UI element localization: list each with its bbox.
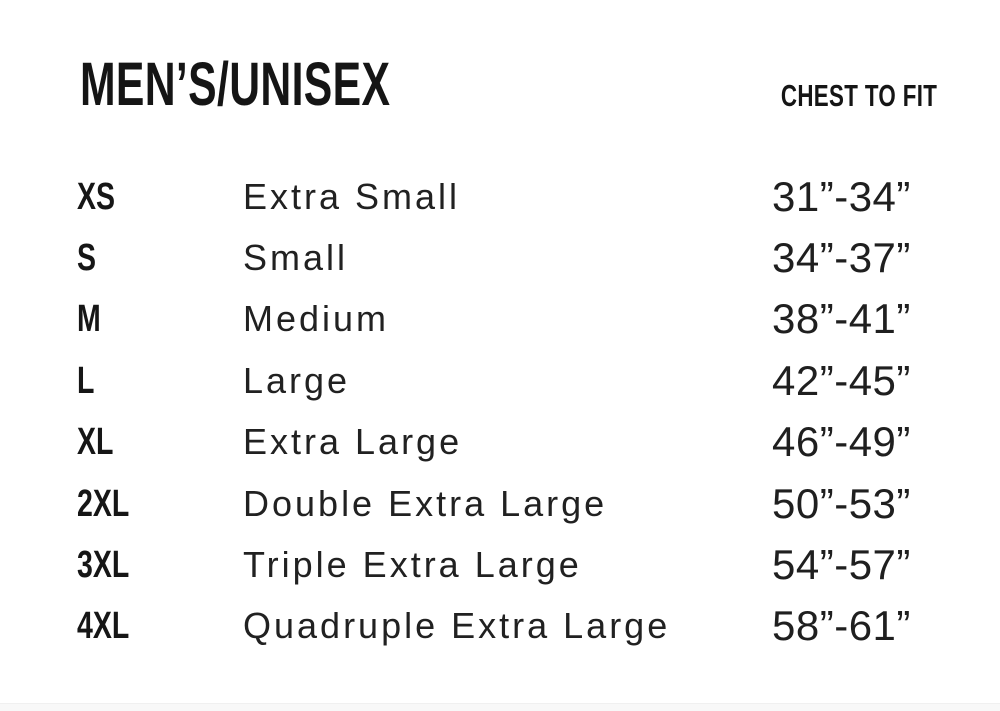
size-chart-header: MEN’S/UNISEX CHEST TO FIT xyxy=(0,0,1000,166)
chest-range: 31”-34” xyxy=(772,172,911,220)
size-code: S xyxy=(77,237,97,280)
size-code: XL xyxy=(77,421,114,464)
size-code: L xyxy=(77,359,95,402)
size-code: M xyxy=(77,298,101,341)
size-name: Extra Large xyxy=(243,421,463,463)
table-row-m: M Medium 38”-41” xyxy=(0,289,1000,350)
size-code: XS xyxy=(77,175,116,218)
chest-range: 46”-49” xyxy=(772,418,911,466)
table-row-xs: XS Extra Small 31”-34” xyxy=(0,166,1000,227)
size-code: 4XL xyxy=(77,605,130,648)
chest-range: 42”-45” xyxy=(772,356,911,404)
size-name: Small xyxy=(243,237,349,279)
chest-range: 38”-41” xyxy=(772,295,911,343)
table-row-4xl: 4XL Quadruple Extra Large 58”-61” xyxy=(0,596,1000,657)
size-code: 3XL xyxy=(77,544,130,587)
size-name: Medium xyxy=(243,298,390,340)
size-name: Quadruple Extra Large xyxy=(243,605,671,647)
table-row-xl: XL Extra Large 46”-49” xyxy=(0,412,1000,473)
table-row-2xl: 2XL Double Extra Large 50”-53” xyxy=(0,473,1000,534)
size-name: Double Extra Large xyxy=(243,482,608,524)
chest-range: 50”-53” xyxy=(772,479,911,527)
size-name: Large xyxy=(243,359,351,401)
chest-range: 58”-61” xyxy=(772,602,911,650)
size-table: XS Extra Small 31”-34” S Small 34”-37” M… xyxy=(0,166,1000,657)
chest-range: 34”-37” xyxy=(772,234,911,282)
page-title: MEN’S/UNISEX xyxy=(80,50,391,118)
size-name: Extra Small xyxy=(243,175,461,217)
chest-range: 54”-57” xyxy=(772,541,911,589)
chest-to-fit-column-header: CHEST TO FIT xyxy=(780,78,937,113)
table-row-3xl: 3XL Triple Extra Large 54”-57” xyxy=(0,534,1000,595)
table-row-s: S Small 34”-37” xyxy=(0,227,1000,288)
size-name: Triple Extra Large xyxy=(243,544,582,586)
photo-bottom-edge xyxy=(0,703,1000,711)
size-code: 2XL xyxy=(77,482,130,525)
table-row-l: L Large 42”-45” xyxy=(0,350,1000,411)
